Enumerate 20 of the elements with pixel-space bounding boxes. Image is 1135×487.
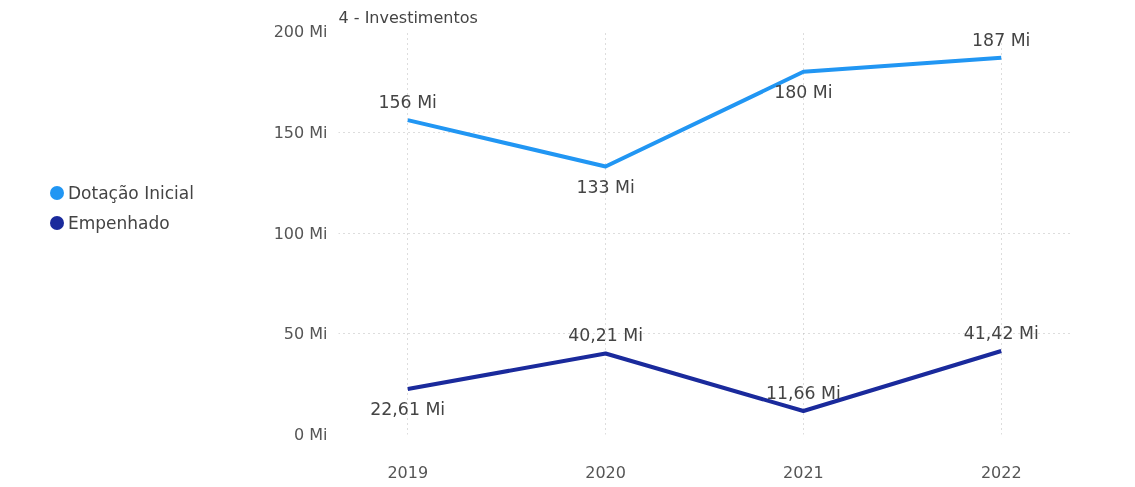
x-tick-label: 2021 bbox=[783, 462, 824, 482]
y-tick-label: 150 Mi bbox=[273, 122, 328, 142]
data-label: 41,42 Mi bbox=[963, 323, 1039, 344]
data-label: 156 Mi bbox=[378, 92, 437, 113]
data-label: 40,21 Mi bbox=[568, 325, 644, 346]
y-tick-label: 50 Mi bbox=[283, 324, 328, 344]
chart-title: 4 - Investimentos bbox=[338, 7, 478, 27]
x-tick-label: 2019 bbox=[387, 462, 429, 482]
x-tick-label: 2020 bbox=[585, 462, 626, 482]
x-tick-label: 2022 bbox=[980, 462, 1022, 482]
data-label: 180 Mi bbox=[774, 81, 833, 102]
data-label: 22,61 Mi bbox=[370, 398, 446, 419]
y-tick-label: 200 Mi bbox=[273, 22, 328, 41]
data-label: 11,66 Mi bbox=[765, 383, 841, 404]
data-label: 133 Mi bbox=[576, 176, 635, 197]
legend-label: Dotação Inicial bbox=[68, 182, 194, 205]
y-tick-label: 0 Mi bbox=[293, 425, 328, 444]
y-tick-label: 100 Mi bbox=[273, 223, 328, 243]
legend-label: Empenhado bbox=[68, 212, 170, 236]
data-label: 187 Mi bbox=[972, 29, 1031, 50]
